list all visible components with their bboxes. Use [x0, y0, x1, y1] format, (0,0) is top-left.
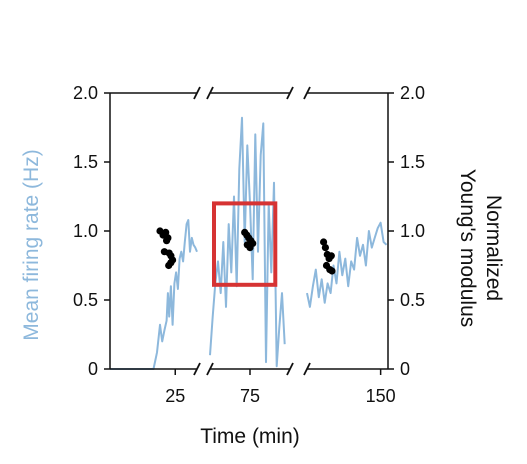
right-y-tick-label: 0.5 [400, 290, 425, 310]
axis-break-mark [193, 362, 201, 376]
right-y-axis-title: NormalizedYoung's modulus [456, 169, 505, 328]
youngs-modulus-point [165, 261, 173, 270]
axis-break-mark [206, 86, 214, 100]
x-tick-label: 150 [366, 386, 396, 406]
axis-break-mark [286, 362, 294, 376]
youngs-modulus-point [162, 228, 170, 236]
youngs-modulus-point [320, 238, 328, 246]
youngs-modulus-point [328, 267, 336, 275]
left-y-axis-title: Mean firing rate (Hz) [20, 149, 43, 340]
right-y-axis-title-line: Normalized [482, 195, 505, 301]
highlight-box [212, 201, 278, 287]
x-tick-label: 25 [165, 386, 185, 406]
left-y-tick-label: 2.0 [73, 83, 98, 103]
axis-break-mark [193, 86, 201, 100]
firing-rate-series-line [306, 221, 388, 308]
youngs-modulus-point [327, 252, 335, 260]
right-y-axis-title-text: NormalizedYoung's modulus [456, 169, 505, 328]
firing-rate-series-line [110, 219, 198, 370]
left-y-tick-label: 1.5 [73, 152, 98, 172]
axis-break-mark [206, 362, 214, 376]
x-axis-title: Time (min) [200, 425, 300, 448]
left-y-tick-label: 1.0 [73, 221, 98, 241]
x-tick-label: 75 [240, 386, 260, 406]
right-y-axis-title-line: Young's modulus [456, 169, 479, 328]
right-y-tick-label: 0 [400, 359, 410, 379]
firing-rate-series-line [209, 116, 286, 368]
youngs-modulus-point [321, 244, 329, 252]
right-y-tick-label: 1.0 [400, 221, 425, 241]
right-y-tick-label: 2.0 [400, 83, 425, 103]
highlight-layer [212, 201, 278, 287]
youngs-modulus-point [246, 244, 254, 252]
axis-break-mark [303, 362, 311, 376]
left-y-tick-label: 0.5 [73, 290, 98, 310]
youngs-modulus-point [163, 237, 171, 245]
left-y-tick-label: 0 [88, 359, 98, 379]
axis-break-mark [286, 86, 294, 100]
right-y-tick-label: 1.5 [400, 152, 425, 172]
data-layer [110, 116, 388, 370]
axis-break-mark [303, 86, 311, 100]
